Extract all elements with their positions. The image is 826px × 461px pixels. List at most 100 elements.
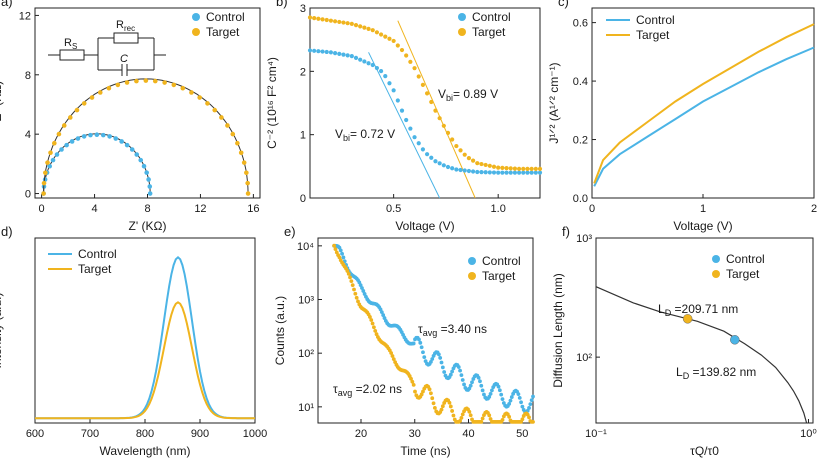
data-point-b-target <box>395 43 400 48</box>
data-point-e-target <box>450 409 455 413</box>
data-point-e-control <box>429 359 433 364</box>
annotation-vbi-target: Vbi= 0.89 V <box>438 87 498 103</box>
y-tick-label-e-2: 10² <box>298 348 314 360</box>
data-point-a-target <box>81 101 87 106</box>
data-point-a-target <box>143 78 149 83</box>
data-point-e-control <box>517 395 522 400</box>
data-point-a-target <box>245 180 250 186</box>
data-point-a-target <box>106 85 112 91</box>
data-point-b-target <box>358 24 363 29</box>
data-point-b-target <box>378 32 384 37</box>
data-point-e-target <box>353 291 358 296</box>
data-point-a-target <box>56 131 62 137</box>
y-tick-label-a-1: 4 <box>25 129 31 141</box>
legend-label-b-0: Control <box>472 10 511 24</box>
legend-label-e-1: Target <box>482 269 516 283</box>
data-point-a-target <box>219 115 224 120</box>
data-point-e-target <box>411 382 416 387</box>
data-point-e-control <box>458 368 462 373</box>
data-point-e-control <box>430 357 435 361</box>
data-point-b-target <box>458 148 463 153</box>
annotation-tau-target: τavg =2.02 ns <box>333 382 402 398</box>
data-point-a-target <box>189 90 194 95</box>
data-point-e-control <box>338 248 343 253</box>
annotation-vbi-target-main: V <box>438 87 446 101</box>
data-point-a-control <box>107 134 112 139</box>
data-point-e-target <box>488 417 493 421</box>
data-point-e-control <box>456 365 461 369</box>
data-point-a-target <box>152 78 158 84</box>
data-point-e-target <box>458 419 462 423</box>
data-point-b-target <box>349 21 354 26</box>
data-point-e-target <box>480 416 485 421</box>
data-point-e-control <box>436 352 441 357</box>
data-point-e-control <box>442 370 447 374</box>
data-point-b-target <box>437 116 442 121</box>
data-point-a-target <box>235 140 240 146</box>
data-point-b-control <box>483 170 488 175</box>
data-point-a-target <box>238 150 244 156</box>
annotation-vbi-target-rest: = 0.89 V <box>453 87 498 101</box>
y-tick-label-b-2: 2 <box>300 66 306 78</box>
data-point-e-control <box>439 360 444 365</box>
data-point-e-target <box>451 413 456 418</box>
annotation-ld-target: LD =209.71 nm <box>658 302 738 318</box>
data-point-b-target <box>416 74 421 79</box>
data-point-e-control <box>362 292 367 296</box>
data-point-b-target <box>316 16 321 21</box>
data-point-e-control <box>507 401 512 406</box>
annotation-vbi-control: Vbi= 0.72 V <box>335 127 395 143</box>
data-point-e-target <box>370 321 375 326</box>
data-point-b-control <box>512 170 518 175</box>
data-point-a-target <box>67 115 73 120</box>
data-point-a-target <box>212 107 218 113</box>
data-point-b-control <box>491 170 497 175</box>
x-tick-label-a-4: 16 <box>247 203 259 215</box>
y-axis-label-d: Intensity (a.u.) <box>0 292 4 368</box>
annotation-tau-target-rest: =2.02 ns <box>352 382 402 396</box>
data-point-a-target <box>245 191 251 196</box>
data-point-a-target <box>52 140 57 146</box>
x-tick-label-a-1: 4 <box>91 203 97 215</box>
data-point-e-target <box>419 392 424 397</box>
y-axis-label-b: C⁻² (10¹⁶ F² cm⁴) <box>265 57 279 149</box>
data-point-b-control <box>412 135 417 140</box>
data-point-a-control <box>134 152 140 157</box>
data-point-b-target <box>433 108 438 113</box>
data-point-b-control <box>525 170 530 175</box>
y-tick-label-c-2: 0.4 <box>573 76 588 88</box>
data-point-b-control <box>341 52 346 57</box>
y-tick-label-c-0: 0.0 <box>573 193 588 205</box>
fit-curve-a-target <box>43 78 249 194</box>
x-tick-label-d-0: 600 <box>26 428 44 440</box>
data-point-e-target <box>459 415 464 420</box>
data-point-a-control <box>47 163 53 169</box>
y-axis-label-e: Counts (a.u.) <box>273 296 287 365</box>
data-point-a-target <box>241 160 247 165</box>
data-point-e-target <box>333 247 338 252</box>
data-point-a-control <box>147 184 153 189</box>
data-point-e-control <box>516 392 521 396</box>
annotation-vbi-control-main: V <box>335 127 343 141</box>
data-point-b-target <box>332 19 338 24</box>
data-point-e-target <box>448 404 453 409</box>
x-axis-label-e: Time (ns) <box>400 444 450 458</box>
data-point-b-control <box>487 170 492 175</box>
data-point-e-control <box>419 345 424 350</box>
data-point-e-control <box>476 375 481 380</box>
data-point-a-control <box>138 157 144 163</box>
x-tick-label-b-0: 0.5 <box>386 203 401 215</box>
data-point-a-target <box>41 191 46 196</box>
data-point-a-target <box>205 101 210 106</box>
data-point-b-control <box>374 65 380 71</box>
legend-marker-a-1 <box>192 28 200 36</box>
legend-marker-e-0 <box>468 257 476 265</box>
legend-label-d-0: Control <box>78 247 117 261</box>
circuit-label-rs: RS <box>64 37 77 51</box>
data-point-b-control <box>479 170 484 175</box>
annotation-ld-control: LD =139.82 nm <box>676 365 756 381</box>
data-point-a-target <box>97 90 103 95</box>
data-point-f-control <box>730 335 740 345</box>
data-point-e-target <box>440 404 445 409</box>
annotation-tau-control: τavg =3.40 ns <box>418 322 487 338</box>
